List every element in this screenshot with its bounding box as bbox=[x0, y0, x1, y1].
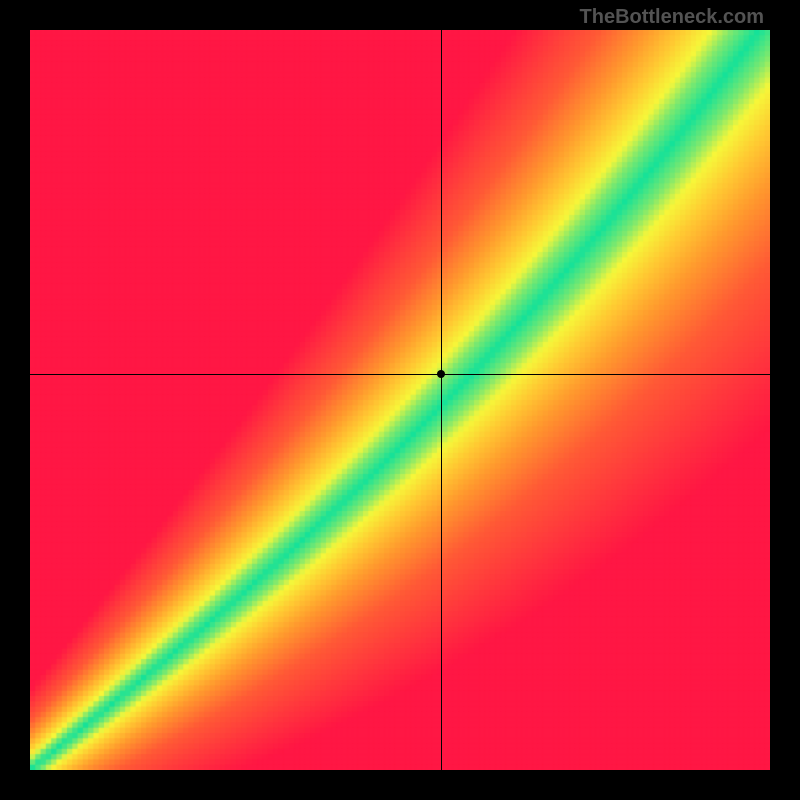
crosshair-marker-dot bbox=[437, 370, 445, 378]
crosshair-vertical bbox=[441, 30, 442, 770]
bottleneck-heatmap bbox=[30, 30, 770, 770]
watermark-text: TheBottleneck.com bbox=[580, 6, 764, 29]
heatmap-canvas bbox=[30, 30, 770, 770]
crosshair-horizontal bbox=[30, 374, 770, 375]
